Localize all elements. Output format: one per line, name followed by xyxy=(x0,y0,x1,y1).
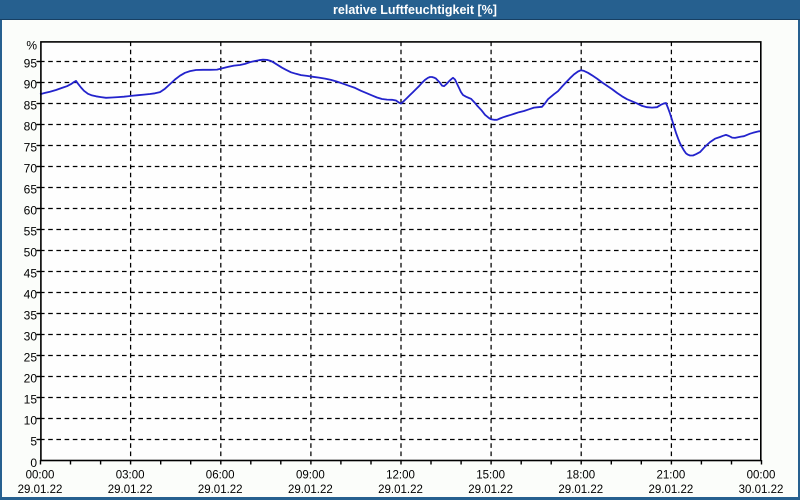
svg-text:15:00: 15:00 xyxy=(476,470,505,482)
svg-text:10: 10 xyxy=(24,413,38,427)
svg-text:20: 20 xyxy=(24,371,38,385)
svg-text:29.01.22: 29.01.22 xyxy=(288,484,333,496)
svg-text:50: 50 xyxy=(24,245,38,259)
svg-text:29.01.22: 29.01.22 xyxy=(468,484,513,496)
svg-text:70: 70 xyxy=(24,161,38,175)
svg-text:09:00: 09:00 xyxy=(296,470,325,482)
svg-text:29.01.22: 29.01.22 xyxy=(108,484,153,496)
svg-text:21:00: 21:00 xyxy=(657,470,686,482)
svg-text:75: 75 xyxy=(24,140,38,154)
svg-text:18:00: 18:00 xyxy=(566,470,595,482)
svg-text:06:00: 06:00 xyxy=(206,470,235,482)
svg-text:45: 45 xyxy=(24,266,38,280)
svg-text:90: 90 xyxy=(24,77,38,91)
svg-text:29.01.22: 29.01.22 xyxy=(378,484,423,496)
svg-text:29.01.22: 29.01.22 xyxy=(649,484,694,496)
svg-text:95: 95 xyxy=(24,56,38,70)
svg-text:15: 15 xyxy=(24,392,38,406)
svg-text:60: 60 xyxy=(24,203,38,217)
svg-text:30: 30 xyxy=(24,329,38,343)
svg-text:00:00: 00:00 xyxy=(26,470,55,482)
svg-text:00:00: 00:00 xyxy=(747,470,776,482)
svg-text:30.01.22: 30.01.22 xyxy=(739,484,784,496)
svg-text:5: 5 xyxy=(30,434,37,448)
svg-text:0: 0 xyxy=(30,456,37,470)
svg-text:25: 25 xyxy=(24,350,38,364)
svg-text:35: 35 xyxy=(24,308,38,322)
svg-text:12:00: 12:00 xyxy=(386,470,415,482)
svg-text:85: 85 xyxy=(24,98,38,112)
svg-text:29.01.22: 29.01.22 xyxy=(558,484,603,496)
svg-text:29.01.22: 29.01.22 xyxy=(18,484,63,496)
svg-text:80: 80 xyxy=(24,119,38,133)
svg-text:65: 65 xyxy=(24,182,38,196)
svg-text:40: 40 xyxy=(24,287,38,301)
svg-text:%: % xyxy=(26,38,37,52)
svg-text:29.01.22: 29.01.22 xyxy=(198,484,243,496)
svg-text:55: 55 xyxy=(24,224,38,238)
svg-text:03:00: 03:00 xyxy=(116,470,145,482)
